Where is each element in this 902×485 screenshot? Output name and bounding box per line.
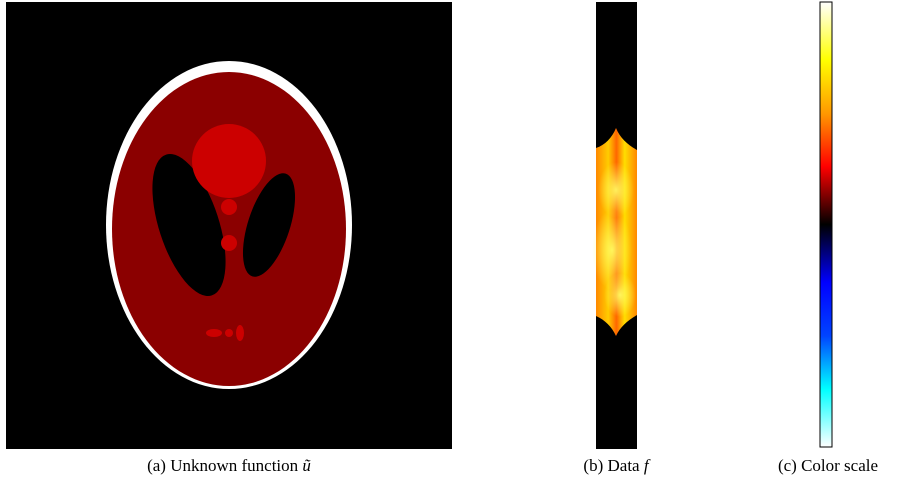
phantom-image bbox=[6, 2, 452, 449]
caption-math: ũ bbox=[302, 456, 311, 475]
figure: (a) Unknown function ũ (b) Data f (c) Co… bbox=[0, 0, 902, 485]
color-bar bbox=[820, 2, 832, 447]
caption-label: (b) Data bbox=[583, 456, 640, 475]
data-image bbox=[592, 2, 637, 449]
caption-label: (a) Unknown function bbox=[147, 456, 299, 475]
page: (a) Unknown function ũ (b) Data f (c) Co… bbox=[0, 0, 902, 485]
caption-math: f bbox=[644, 456, 651, 475]
caption-label: (c) Color scale bbox=[778, 456, 878, 475]
caption: (c) Color scale bbox=[778, 456, 878, 475]
caption: (a) Unknown function ũ bbox=[147, 456, 311, 475]
caption: (b) Data f bbox=[583, 456, 650, 475]
